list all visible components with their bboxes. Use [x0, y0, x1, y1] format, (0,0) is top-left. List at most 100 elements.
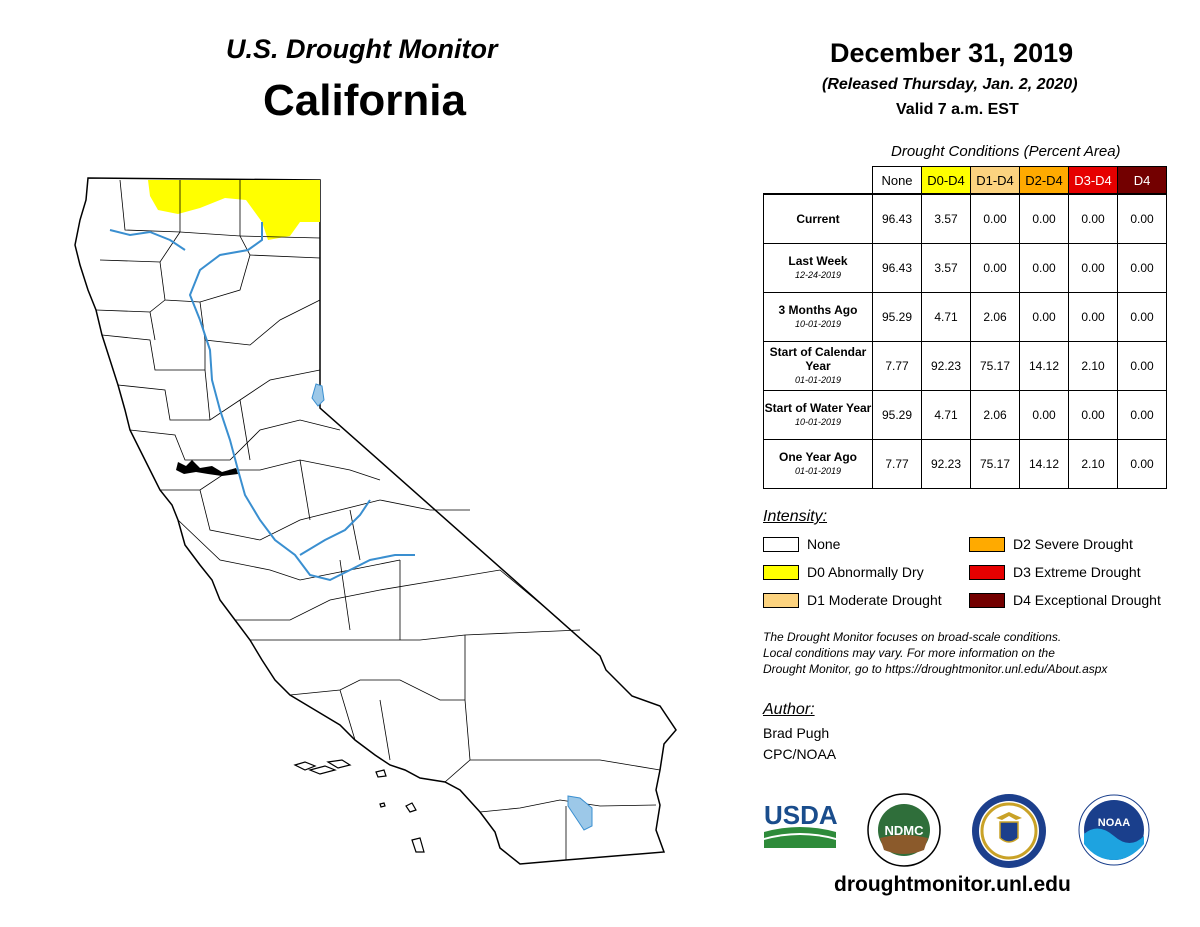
row-label: 3 Months Ago — [778, 303, 858, 317]
note-line: Local conditions may vary. For more info… — [763, 646, 1055, 660]
table-cell: 0.00 — [1019, 243, 1069, 293]
legend-swatch — [969, 536, 1005, 552]
legend-item-d4: D4 Exceptional Drought — [969, 592, 1161, 608]
table-cell: 95.29 — [872, 390, 922, 440]
table-cell: 3.57 — [921, 193, 971, 244]
table-cell: 96.43 — [872, 243, 922, 293]
legend-label: None — [807, 536, 841, 552]
col-header-d4: D4 — [1117, 166, 1167, 195]
table-cell: 0.00 — [1068, 243, 1118, 293]
note-line: The Drought Monitor focuses on broad-sca… — [763, 630, 1062, 644]
usda-logo: USDA — [764, 800, 838, 848]
col-header-none: None — [872, 166, 922, 195]
legend-item-d1: D1 Moderate Drought — [763, 592, 942, 608]
row-date: 01-01-2019 — [794, 466, 842, 476]
legend-swatch — [969, 592, 1005, 608]
table-cell: 0.00 — [1117, 390, 1167, 440]
legend-label: D1 Moderate Drought — [807, 592, 942, 608]
table-header-row: None D0-D4 D1-D4 D2-D4 D3-D4 D4 — [763, 166, 1167, 195]
table-cell: 92.23 — [921, 439, 971, 489]
author-heading: Author: — [763, 701, 815, 718]
table-cell: 14.12 — [1019, 439, 1069, 489]
department-of-commerce-seal — [972, 794, 1046, 868]
drought-conditions-table: None D0-D4 D1-D4 D2-D4 D3-D4 D4 Current 9… — [763, 166, 1167, 489]
legend-label: D0 Abnormally Dry — [807, 564, 924, 580]
valid-time: Valid 7 a.m. EST — [896, 101, 1019, 118]
row-label-cell: Start of Calendar Year 01-01-2019 — [763, 341, 873, 391]
table-row: 3 Months Ago 10-01-2019 95.29 4.71 2.06 0.00 0… — [763, 292, 1167, 342]
table-cell: 2.10 — [1068, 341, 1118, 391]
table-cell: 2.06 — [970, 292, 1020, 342]
table-cell: 0.00 — [970, 193, 1020, 244]
bay-area — [176, 460, 238, 476]
table-cell: 4.71 — [921, 292, 971, 342]
state-outline — [74, 177, 677, 865]
rivers — [109, 222, 415, 582]
row-date: 12-24-2019 — [794, 270, 842, 280]
california-drought-map — [74, 177, 677, 865]
table-cell: 4.71 — [921, 390, 971, 440]
table-cell: 3.57 — [921, 243, 971, 293]
release-date: (Released Thursday, Jan. 2, 2020) — [822, 76, 1078, 93]
table-cell: 92.23 — [921, 341, 971, 391]
disclaimer-note: The Drought Monitor focuses on broad-sca… — [763, 629, 1183, 677]
author-organization: CPC/NOAA — [763, 746, 837, 762]
state-title: California — [263, 76, 466, 125]
table-row: Start of Calendar Year 01-01-2019 7.77 92.2… — [763, 341, 1167, 391]
website-url[interactable]: droughtmonitor.unl.edu — [834, 873, 1071, 896]
legend-swatch — [969, 564, 1005, 580]
legend-item-d2: D2 Severe Drought — [969, 536, 1133, 552]
table-cell: 0.00 — [1117, 243, 1167, 293]
table-cell: 0.00 — [1068, 390, 1118, 440]
row-date: 10-01-2019 — [794, 319, 842, 329]
table-cell: 7.77 — [872, 439, 922, 489]
legend-swatch — [763, 536, 799, 552]
table-caption: Drought Conditions (Percent Area) — [891, 143, 1121, 160]
row-label-cell: Current — [763, 193, 873, 244]
table-cell: 0.00 — [1068, 193, 1118, 244]
col-header-d1-d4: D1-D4 — [970, 166, 1020, 195]
row-label-cell: Start of Water Year 10-01-2019 — [763, 390, 873, 440]
table-cell: 75.17 — [970, 341, 1020, 391]
noaa-logo-text: NOAA — [1098, 817, 1130, 829]
table-row: Current 96.43 3.57 0.00 0.00 0.00 0.00 — [763, 193, 1167, 244]
table-cell: 0.00 — [1117, 292, 1167, 342]
row-date: 01-01-2019 — [794, 375, 842, 385]
legend-swatch — [763, 564, 799, 580]
legend-label: D2 Severe Drought — [1013, 536, 1133, 552]
row-label: Current — [796, 212, 840, 226]
legend-label: D3 Extreme Drought — [1013, 564, 1141, 580]
row-label: One Year Ago — [778, 450, 858, 464]
row-label-cell: 3 Months Ago 10-01-2019 — [763, 292, 873, 342]
table-cell: 0.00 — [1117, 439, 1167, 489]
table-cell: 75.17 — [970, 439, 1020, 489]
legend-item-d0: D0 Abnormally Dry — [763, 564, 924, 580]
table-cell: 0.00 — [1068, 292, 1118, 342]
usda-logo-text: USDA — [764, 800, 838, 830]
channel-islands — [293, 759, 425, 853]
legend-item-none: None — [763, 536, 840, 552]
table-row: Start of Water Year 10-01-2019 95.29 4.71 2.… — [763, 390, 1167, 440]
note-line: Drought Monitor, go to https://droughtmo… — [763, 662, 1108, 676]
table-cell: 0.00 — [970, 243, 1020, 293]
table-cell: 95.29 — [872, 292, 922, 342]
row-label: Start of Water Year — [764, 401, 872, 415]
noaa-logo: NOAA — [1078, 794, 1150, 866]
table-cell: 2.06 — [970, 390, 1020, 440]
table-cell: 0.00 — [1019, 390, 1069, 440]
table-corner — [763, 166, 873, 194]
map-date: December 31, 2019 — [830, 38, 1074, 68]
table-cell: 96.43 — [872, 193, 922, 244]
d0-abnormally-dry-area — [148, 180, 320, 240]
row-label: Start of Calendar Year — [769, 345, 867, 373]
row-date: 10-01-2019 — [794, 417, 842, 427]
table-row: Last Week 12-24-2019 96.43 3.57 0.00 0.00 0.00… — [763, 243, 1167, 293]
col-header-d0-d4: D0-D4 — [921, 166, 971, 195]
table-cell: 7.77 — [872, 341, 922, 391]
table-cell: 0.00 — [1117, 341, 1167, 391]
table-cell: 0.00 — [1019, 193, 1069, 244]
legend-title: Intensity: — [763, 508, 828, 525]
ndmc-logo: NDMC — [867, 793, 941, 867]
county-lines — [95, 179, 661, 860]
map-title: U.S. Drought Monitor — [226, 34, 498, 64]
